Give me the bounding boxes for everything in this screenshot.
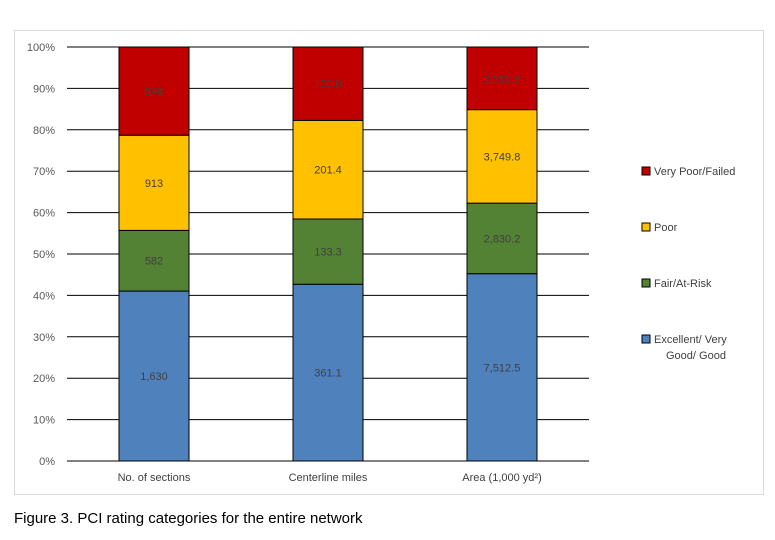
y-tick-label: 60%: [33, 208, 55, 220]
data-label: 7,512.5: [484, 362, 521, 374]
bar-segment: [118, 134, 190, 231]
y-tick-label: 0%: [39, 456, 55, 468]
y-tick-label: 30%: [33, 332, 55, 344]
stacked-bar-chart: 0% 10% 20% 30% 40% 50% 60% 70% 80% 90% 100% 1,630 58…: [27, 42, 735, 484]
data-label: 3,749.8: [484, 151, 521, 163]
bar-segment: [466, 202, 538, 275]
bar-segment: [466, 273, 538, 462]
legend-label: Poor: [654, 222, 678, 234]
y-tick-label: 70%: [33, 166, 55, 178]
bar-segment: [118, 229, 190, 292]
data-label: 1,630: [140, 371, 168, 383]
y-tick-label: 40%: [33, 290, 55, 302]
data-label: 2,512.6: [484, 73, 521, 85]
legend-label: Excellent/ Very: [654, 334, 727, 346]
bar-segment: [292, 46, 364, 121]
y-tick-label: 50%: [33, 249, 55, 261]
bar-segment: [466, 46, 538, 111]
figure-caption: Figure 3. PCI rating categories for the …: [14, 510, 363, 527]
x-category-label: Centerline miles: [289, 472, 368, 484]
bar-segment: [292, 283, 364, 462]
bar-segment: [118, 290, 190, 462]
data-label: 361.1: [314, 368, 342, 380]
y-tick-label: 20%: [33, 373, 55, 385]
legend-label: Good/ Good: [666, 350, 726, 362]
y-tick-label: 90%: [33, 83, 55, 95]
legend-swatch: [641, 166, 651, 176]
legend-label: Very Poor/Failed: [654, 166, 735, 178]
chart-frame: 0% 10% 20% 30% 40% 50% 60% 70% 80% 90% 100% 1,630 58…: [14, 30, 764, 495]
bar-segment: [118, 46, 190, 136]
x-category-label: No. of sections: [118, 472, 191, 484]
data-label: 582: [145, 256, 163, 268]
y-tick-label: 10%: [33, 415, 55, 427]
y-tick-label: 100%: [27, 42, 55, 54]
data-label: 846: [145, 86, 163, 98]
y-tick-label: 80%: [33, 125, 55, 137]
x-category-label: Area (1,000 yd²): [462, 472, 541, 484]
data-label: 150.0: [314, 79, 342, 91]
data-label: 133.3: [314, 247, 342, 259]
legend-swatch: [641, 222, 651, 232]
data-label: 2,830.2: [484, 233, 521, 245]
bar-segment: [466, 109, 538, 204]
legend-swatch: [641, 334, 651, 344]
data-label: 913: [145, 178, 163, 190]
legend-label: Fair/At-Risk: [654, 278, 712, 290]
data-label: 201.4: [314, 165, 342, 177]
legend-swatch: [641, 278, 651, 288]
